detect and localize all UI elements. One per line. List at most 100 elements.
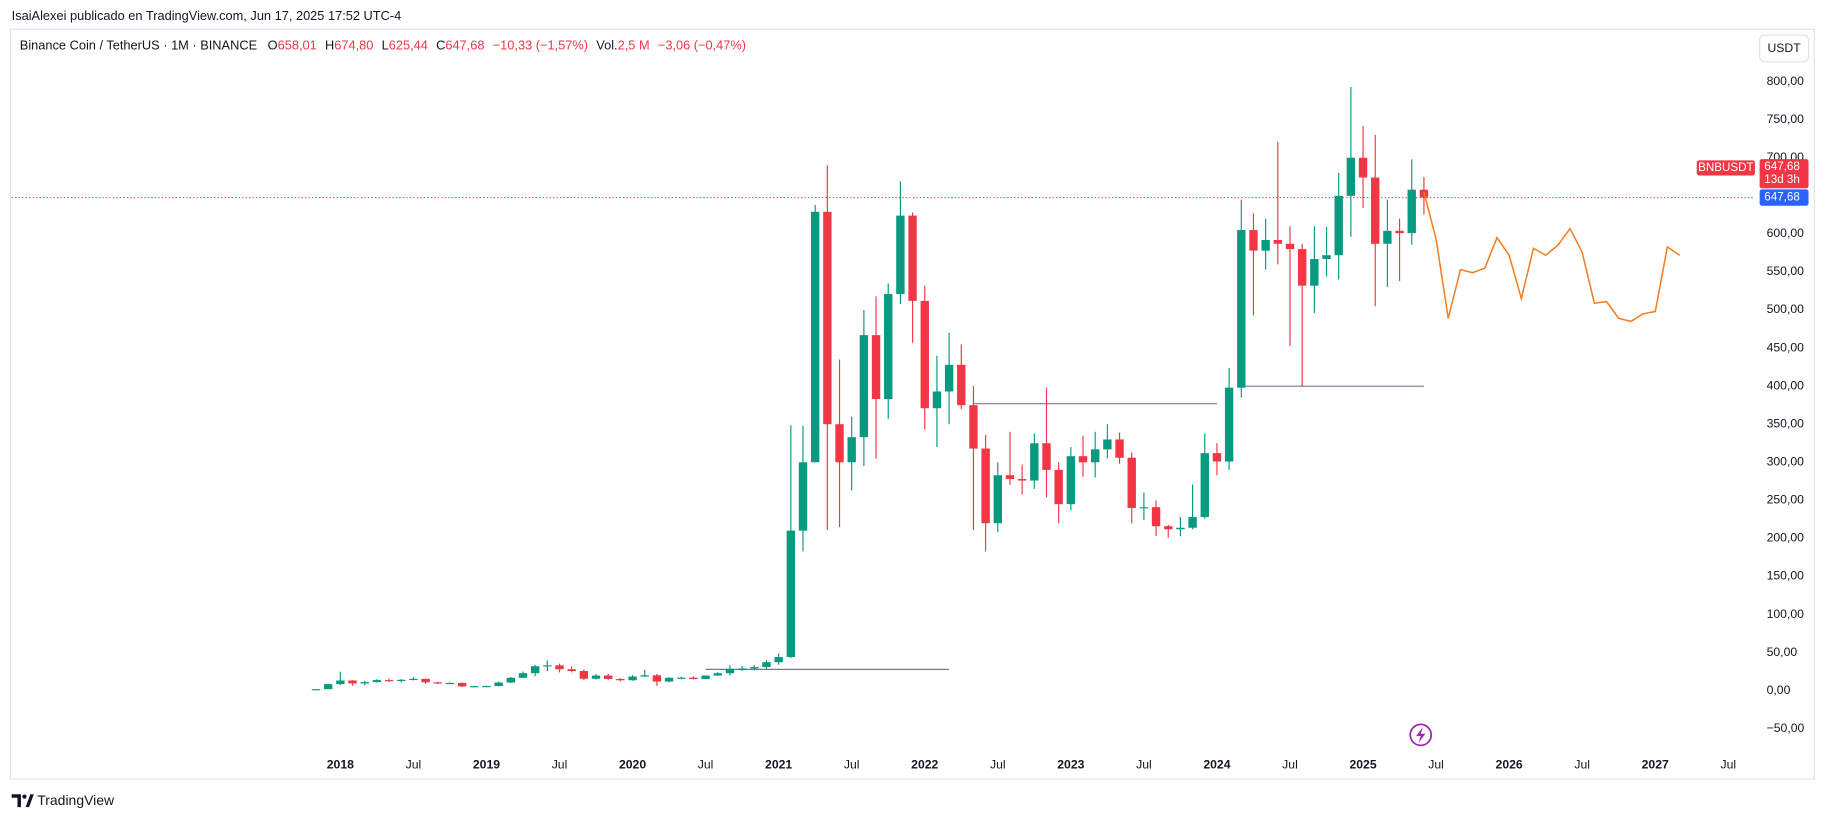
logo-dot [22,794,27,799]
x-tick-label: 2018 [327,757,354,771]
candle-body [1261,239,1270,251]
symbol-tag [1696,160,1755,176]
candle-body [604,675,613,679]
x-tick-label: Jul [552,757,568,771]
y-tick-label: 250,00 [1767,493,1805,507]
candle-body [1346,157,1356,196]
candle-body [1066,456,1076,505]
x-tick-label: Jul [1720,757,1736,771]
x-tick-label: 2025 [1349,757,1376,771]
y-tick-label: 300,00 [1767,455,1805,469]
x-tick-label: Jul [1282,757,1298,771]
x-tick-label: 2021 [765,757,792,771]
events-icon[interactable] [1409,723,1433,747]
candle-body [555,665,564,670]
candle-body [798,462,808,531]
ohlc-value: 674,80 [334,38,373,53]
ohlc-key: H [325,38,334,53]
currency-label[interactable]: USDT [1767,41,1801,55]
candle-body [1127,457,1136,508]
y-tick-label: 50,00 [1767,645,1798,659]
candle-body [981,448,990,524]
candle-body [1249,230,1258,251]
candle-body [823,211,832,425]
x-tick-label: Jul [990,757,1006,771]
candle-body [701,675,710,680]
candle-body [1358,157,1368,178]
candle-body [993,475,1002,524]
x-tick-label: Jul [1428,757,1444,771]
candle-body [360,682,369,684]
forecast-line [1423,191,1681,323]
candle-body [457,682,467,687]
candle-body [1395,230,1404,234]
candle-body [1237,230,1246,388]
candle-body [397,679,406,681]
y-tick-label: 600,00 [1767,226,1805,240]
candle-body [506,677,516,683]
candle-body [579,671,589,679]
symbol-title: Binance Coin / TetherUS · 1M · BINANCE [20,38,257,53]
candle-body [1005,475,1015,480]
candle-body [530,666,540,674]
y-tick-label: 100,00 [1767,607,1805,621]
candle-body [433,682,442,684]
y-tick-label: 350,00 [1767,416,1805,430]
candle-body [957,364,966,406]
y-tick-label: −50,00 [1767,721,1805,735]
candle-body [1091,449,1100,463]
candle-body [311,689,321,691]
candle-body [1310,259,1319,286]
y-tick-label: 550,00 [1767,264,1805,278]
candle-body [591,675,601,679]
ohlc-value: 625,44 [389,38,428,53]
candle-body [713,673,722,676]
candle-body [640,675,649,677]
candle-body [920,300,929,409]
ohlc-key: L [382,38,389,53]
candle-body [567,669,576,672]
currency-button[interactable] [1759,34,1810,63]
brand: TradingView [37,792,115,808]
candle-body [835,424,844,463]
candle-body [1322,255,1331,260]
candle-body [336,680,345,685]
candle-body [1103,439,1112,450]
candle-body [348,680,357,684]
candle-body [884,294,893,400]
candle-body [543,665,552,667]
candle-body [1285,243,1295,250]
change: −10,33 (−1,57%) [493,38,588,53]
candle-body [445,682,455,685]
candle-body [421,678,430,683]
candle-body [518,673,528,678]
candle-body [1334,195,1343,256]
y-tick-label: 200,00 [1767,531,1805,545]
x-tick-label: 2020 [619,757,646,771]
x-tick-label: Jul [1136,757,1152,771]
event-bolt[interactable] [1416,726,1426,744]
candle-body [1212,453,1222,462]
candle-body [810,211,820,463]
x-tick-label: Jul [1574,757,1590,771]
candle-body [1030,443,1039,481]
candle-body [725,668,735,674]
x-tick-label: Jul [406,757,422,771]
candle-body [859,335,869,438]
y-tick-label: 450,00 [1767,340,1805,354]
candle-body [1407,189,1416,234]
y-tick-label: 500,00 [1767,302,1805,316]
candle-body [384,680,394,682]
candle-body [1139,507,1149,509]
candle-body [409,678,418,680]
candle-body [1164,526,1173,530]
candle-body [1151,507,1161,527]
candle-body [786,530,796,658]
candle-body [664,677,674,682]
candle-body [628,676,637,681]
x-tick-label: 2019 [473,757,500,771]
logo-mark [25,794,34,808]
x-tick-label: 2023 [1057,757,1084,771]
x-tick-label: Jul [844,757,860,771]
y-tick-label: 150,00 [1767,569,1805,583]
